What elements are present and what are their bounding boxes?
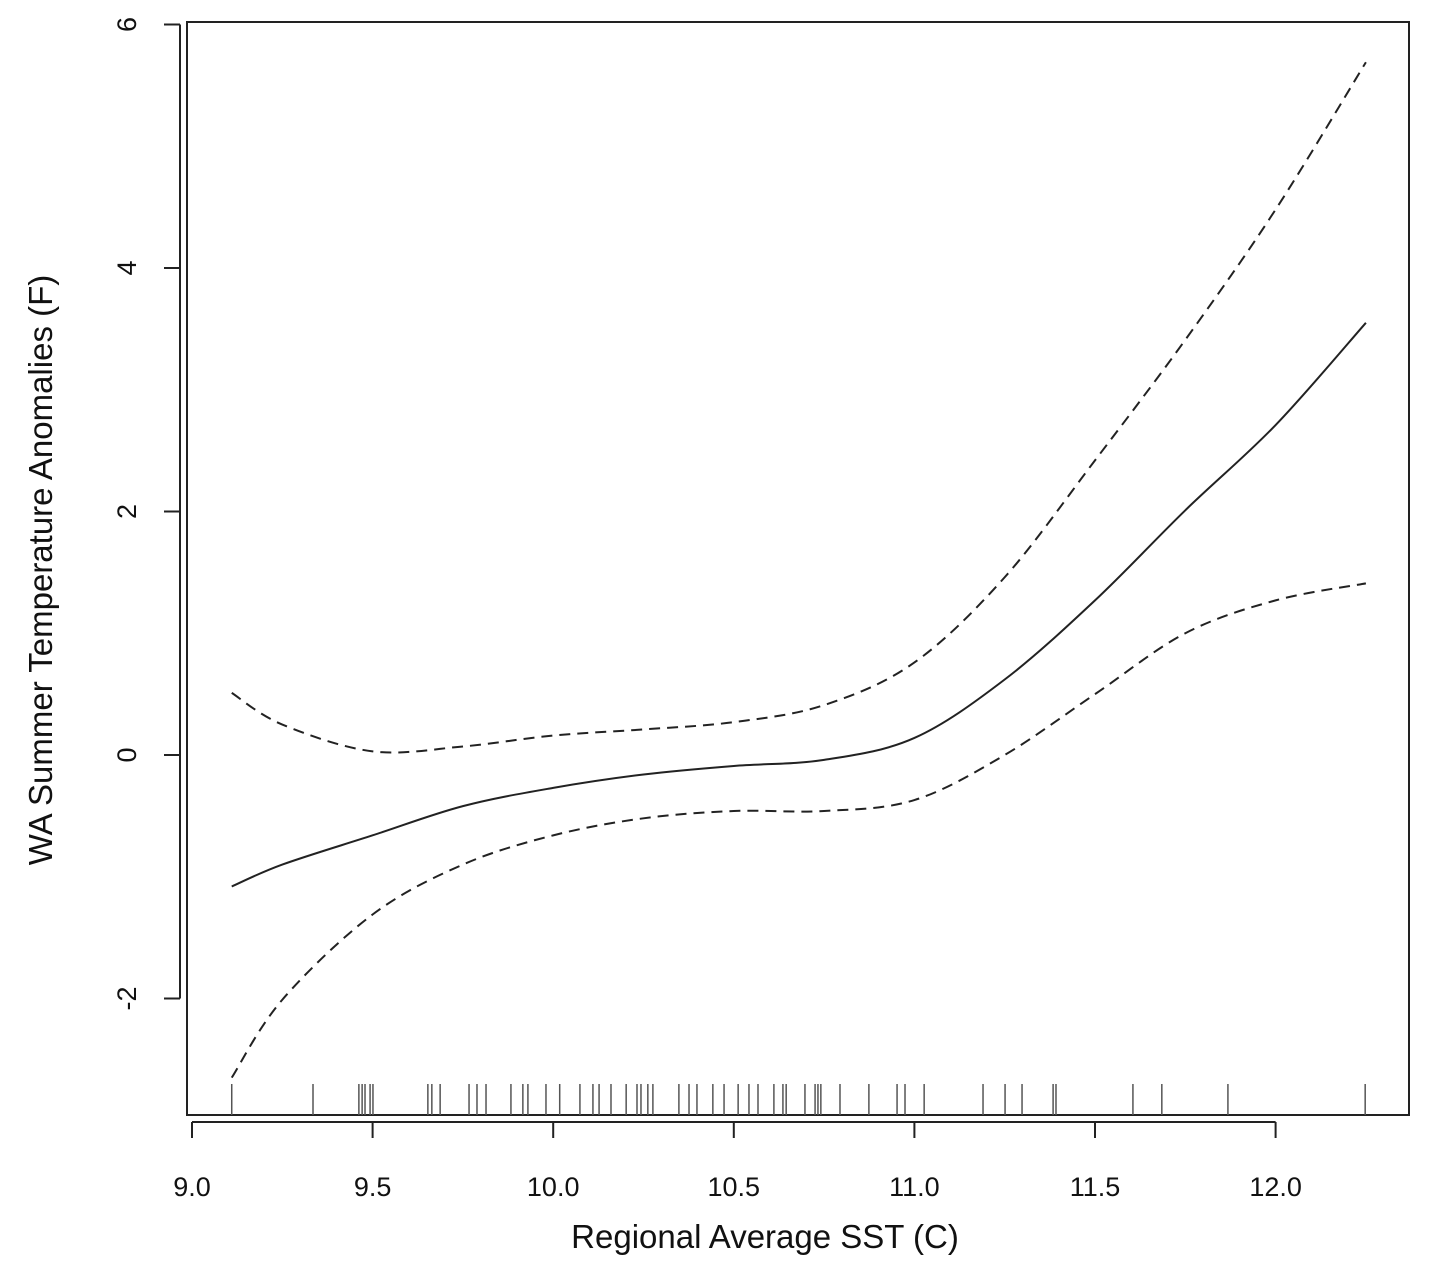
y-tick-label: 2: [112, 504, 142, 519]
y-axis: -2 0 2 4 6: [112, 17, 181, 1011]
x-axis-title: Regional Average SST (C): [571, 1218, 959, 1255]
rug-marks: [230, 1084, 1366, 1115]
y-tick-label: 0: [112, 747, 142, 762]
x-tick-label: 10.5: [708, 1172, 761, 1202]
y-axis-title: WA Summer Temperature Anomalies (F): [22, 275, 59, 866]
y-tick-label: 4: [112, 260, 142, 275]
y-tick-label: 6: [112, 17, 142, 32]
fit-line: [231, 322, 1367, 888]
y-tick-label: -2: [112, 986, 142, 1010]
x-tick-label: 9.0: [173, 1172, 211, 1202]
x-axis: 9.0 9.5 10.0 10.5 11.0 11.5 12.0: [173, 1121, 1302, 1202]
x-tick-label: 12.0: [1249, 1172, 1302, 1202]
plot-frame: [186, 21, 1410, 1116]
x-tick-label: 11.0: [889, 1172, 940, 1202]
confidence-band-line: [230, 582, 1367, 1079]
x-tick-label: 9.5: [354, 1172, 392, 1202]
x-tick-label: 11.5: [1070, 1172, 1121, 1202]
x-tick-label: 10.0: [527, 1172, 580, 1202]
confidence-band-line: [231, 61, 1367, 754]
series-lines: [230, 61, 1367, 1079]
